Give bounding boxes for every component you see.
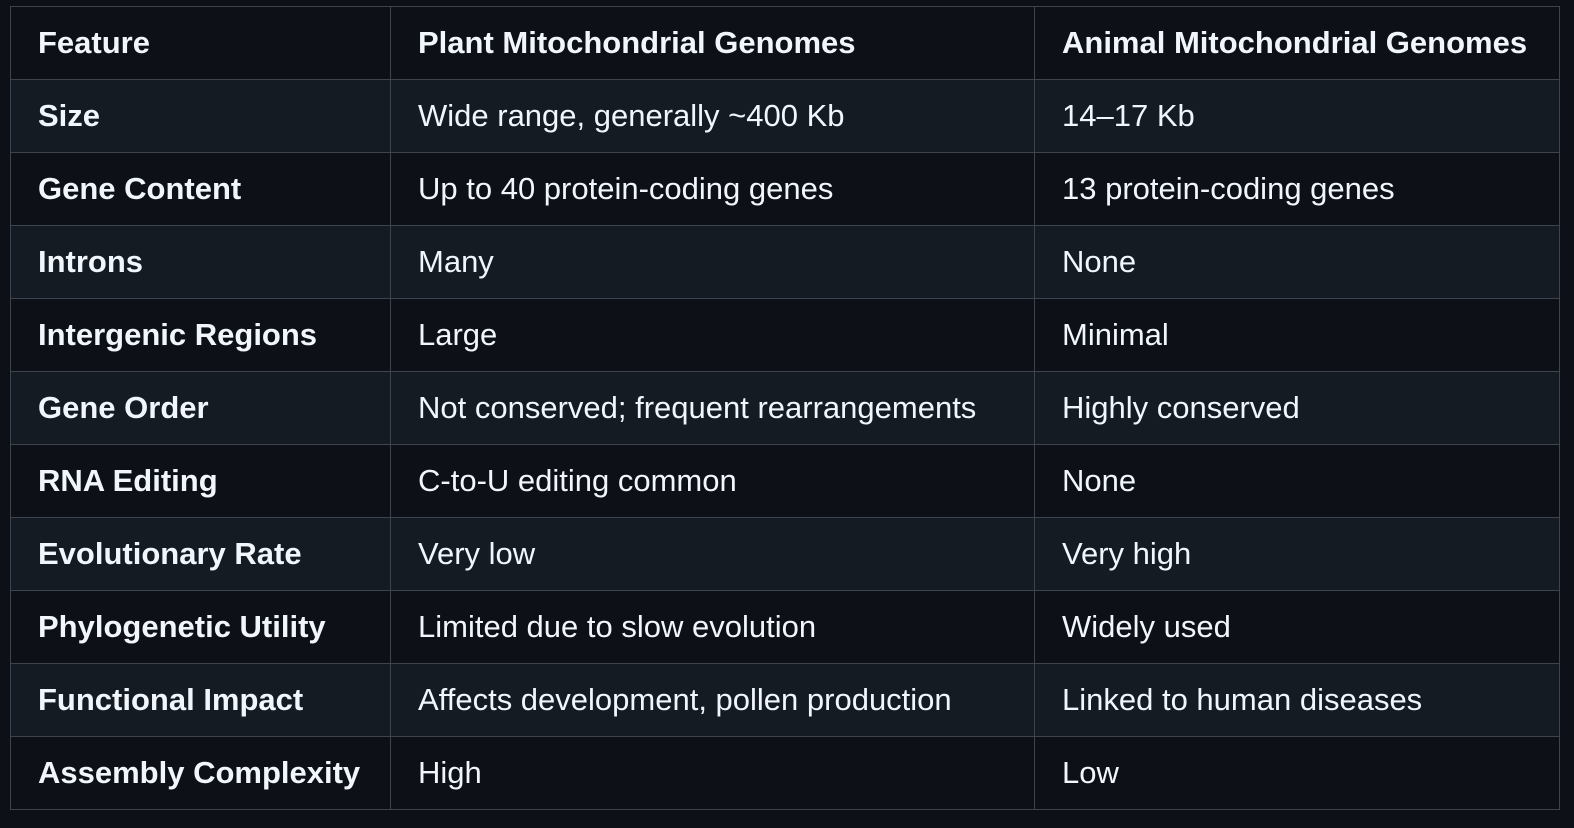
- plant-cell: Limited due to slow evolution: [390, 590, 1035, 664]
- feature-cell: Evolutionary Rate: [10, 517, 391, 591]
- feature-cell: Intergenic Regions: [10, 298, 391, 372]
- plant-cell: Many: [390, 225, 1035, 299]
- table-row: Functional Impact Affects development, p…: [10, 663, 1560, 737]
- table-row: RNA Editing C-to-U editing common None: [10, 444, 1560, 518]
- feature-cell: Phylogenetic Utility: [10, 590, 391, 664]
- plant-cell: Affects development, pollen production: [390, 663, 1035, 737]
- animal-cell: Very high: [1034, 517, 1560, 591]
- plant-cell: Very low: [390, 517, 1035, 591]
- animal-cell: Linked to human diseases: [1034, 663, 1560, 737]
- plant-cell: C-to-U editing common: [390, 444, 1035, 518]
- table-row: Gene Order Not conserved; frequent rearr…: [10, 371, 1560, 445]
- plant-cell: Up to 40 protein-coding genes: [390, 152, 1035, 226]
- animal-cell: None: [1034, 225, 1560, 299]
- animal-cell: Minimal: [1034, 298, 1560, 372]
- header-animal: Animal Mitochondrial Genomes: [1034, 6, 1560, 80]
- table-row: Gene Content Up to 40 protein-coding gen…: [10, 152, 1560, 226]
- table-row: Evolutionary Rate Very low Very high: [10, 517, 1560, 591]
- plant-cell: Wide range, generally ~400 Kb: [390, 79, 1035, 153]
- header-feature: Feature: [10, 6, 391, 80]
- header-plant: Plant Mitochondrial Genomes: [390, 6, 1035, 80]
- table-row: Size Wide range, generally ~400 Kb 14–17…: [10, 79, 1560, 153]
- comparison-table-container: Feature Plant Mitochondrial Genomes Anim…: [10, 6, 1560, 810]
- animal-cell: Low: [1034, 736, 1560, 810]
- plant-cell: Large: [390, 298, 1035, 372]
- feature-cell: Introns: [10, 225, 391, 299]
- comparison-table: Feature Plant Mitochondrial Genomes Anim…: [10, 6, 1560, 810]
- table-row: Introns Many None: [10, 225, 1560, 299]
- feature-cell: Functional Impact: [10, 663, 391, 737]
- plant-cell: Not conserved; frequent rearrangements: [390, 371, 1035, 445]
- table-row: Assembly Complexity High Low: [10, 736, 1560, 810]
- feature-cell: Size: [10, 79, 391, 153]
- feature-cell: Gene Content: [10, 152, 391, 226]
- animal-cell: Widely used: [1034, 590, 1560, 664]
- animal-cell: Highly conserved: [1034, 371, 1560, 445]
- table-row: Intergenic Regions Large Minimal: [10, 298, 1560, 372]
- feature-cell: RNA Editing: [10, 444, 391, 518]
- plant-cell: High: [390, 736, 1035, 810]
- feature-cell: Gene Order: [10, 371, 391, 445]
- animal-cell: 14–17 Kb: [1034, 79, 1560, 153]
- feature-cell: Assembly Complexity: [10, 736, 391, 810]
- table-row: Phylogenetic Utility Limited due to slow…: [10, 590, 1560, 664]
- animal-cell: None: [1034, 444, 1560, 518]
- table-header-row: Feature Plant Mitochondrial Genomes Anim…: [10, 6, 1560, 80]
- animal-cell: 13 protein-coding genes: [1034, 152, 1560, 226]
